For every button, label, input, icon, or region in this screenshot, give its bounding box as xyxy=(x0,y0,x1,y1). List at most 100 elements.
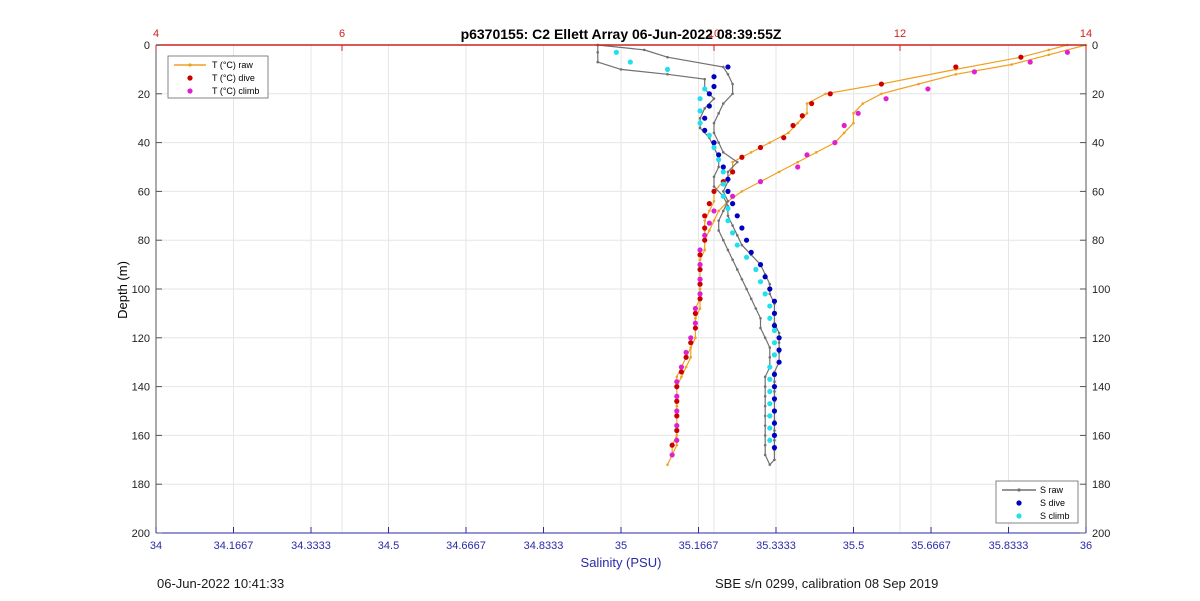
s-raw-marker xyxy=(768,356,772,359)
t-dive-point xyxy=(953,64,959,70)
t-climb-point xyxy=(1027,59,1033,65)
t-climb-point xyxy=(702,232,708,238)
s-raw-marker xyxy=(763,414,767,418)
s-climb-point xyxy=(767,401,773,407)
s-climb-point xyxy=(767,315,773,321)
legend-label: S dive xyxy=(1040,498,1065,508)
s-climb-point xyxy=(711,144,717,151)
y-axis-label: Depth (m) xyxy=(115,261,130,319)
t-raw-marker xyxy=(694,316,697,320)
t-dive-point xyxy=(790,122,796,129)
s-raw-marker xyxy=(703,107,706,110)
t-climb-point xyxy=(883,96,889,102)
t-raw-marker xyxy=(684,365,688,369)
s-climb-point xyxy=(762,291,768,297)
t-raw-marker xyxy=(805,102,809,105)
t-dive-point xyxy=(697,296,703,302)
t-dive-point xyxy=(697,266,703,273)
s-dive-point xyxy=(771,298,778,304)
t-dive-point xyxy=(702,213,708,219)
s-raw-marker xyxy=(712,185,716,188)
t-raw-marker xyxy=(698,287,702,291)
s-climb-point xyxy=(706,132,712,138)
t-climb-point xyxy=(971,69,978,75)
legend-marker xyxy=(187,88,193,94)
t-dive-point xyxy=(702,237,708,243)
t-raw-marker xyxy=(842,131,846,135)
t-dive-point xyxy=(688,340,694,346)
s-raw-marker xyxy=(768,282,772,286)
s-raw-marker xyxy=(712,175,716,179)
s-climb-point xyxy=(767,437,773,443)
y-tick-label: 120 xyxy=(1092,333,1110,345)
t-dive-point xyxy=(674,398,680,404)
s-climb-point xyxy=(725,205,731,212)
s-raw-marker xyxy=(763,453,767,457)
y-tick-label: 140 xyxy=(1092,382,1110,394)
s-dive-point xyxy=(776,335,782,341)
s-raw-marker xyxy=(763,385,767,388)
s-climb-point xyxy=(720,181,726,187)
t-raw-marker xyxy=(852,112,855,115)
s-dive-point xyxy=(748,249,754,255)
x-tick-label: 34.1667 xyxy=(214,540,254,552)
y-tick-label: 100 xyxy=(1092,284,1110,296)
x-top-tick-label: 6 xyxy=(339,28,345,40)
y-tick-label: 200 xyxy=(1092,528,1110,540)
t-raw-marker xyxy=(675,404,679,408)
t-raw-marker xyxy=(712,199,716,203)
t-raw-marker xyxy=(703,219,706,222)
t-raw-marker xyxy=(1010,63,1013,66)
y-tick-label: 100 xyxy=(132,284,150,296)
s-dive-point xyxy=(711,83,717,90)
t-raw-marker xyxy=(796,160,799,164)
y-tick-label: 80 xyxy=(138,235,150,247)
t-dive-point xyxy=(674,413,680,419)
t-climb-point xyxy=(706,220,712,226)
s-raw-marker xyxy=(759,316,762,320)
legend-label: S raw xyxy=(1040,485,1064,495)
t-raw-marker xyxy=(1047,48,1051,52)
s-raw-marker xyxy=(717,219,720,222)
t-climb-point xyxy=(683,349,689,356)
x-tick-label: 34.8333 xyxy=(524,540,564,552)
t-dive-point xyxy=(757,144,764,151)
y-tick-label: 200 xyxy=(132,528,150,540)
t-climb-point xyxy=(697,276,703,282)
s-raw-marker xyxy=(763,434,767,437)
s-dive-point xyxy=(757,262,764,268)
s-dive-point xyxy=(716,152,722,158)
s-dive-point xyxy=(771,432,778,438)
s-climb-point xyxy=(771,340,778,346)
s-raw-marker xyxy=(698,116,702,120)
s-climb-point xyxy=(767,425,773,431)
t-raw-marker xyxy=(815,151,818,154)
t-raw-marker xyxy=(749,151,753,154)
legend-label: T (°C) raw xyxy=(212,60,253,70)
t-climb-point xyxy=(692,320,699,326)
x-tick-label: 35.6667 xyxy=(911,540,951,552)
s-raw-marker xyxy=(768,292,772,296)
s-raw-marker xyxy=(768,346,772,349)
t-climb-point xyxy=(832,140,838,146)
x-axis-label: Salinity (PSU) xyxy=(581,555,662,570)
s-dive-point xyxy=(720,164,726,170)
x-tick-label: 36 xyxy=(1080,540,1092,552)
t-climb-point xyxy=(730,193,736,199)
t-raw-marker xyxy=(717,209,720,213)
s-raw-marker xyxy=(740,277,744,281)
t-dive-point xyxy=(878,81,885,87)
t-raw-marker xyxy=(675,434,679,437)
s-climb-point xyxy=(697,96,703,102)
x-tick-label: 34.5 xyxy=(378,540,399,552)
t-dive-point xyxy=(702,225,708,231)
t-raw-marker xyxy=(777,170,781,174)
s-raw-marker xyxy=(722,190,725,193)
t-climb-point xyxy=(674,408,680,414)
s-raw-marker xyxy=(642,48,646,52)
t-dive-point xyxy=(674,384,680,390)
s-raw-marker xyxy=(712,97,716,100)
t-raw-marker xyxy=(861,102,865,105)
s-dive-point xyxy=(771,445,778,451)
s-climb-point xyxy=(743,254,750,260)
